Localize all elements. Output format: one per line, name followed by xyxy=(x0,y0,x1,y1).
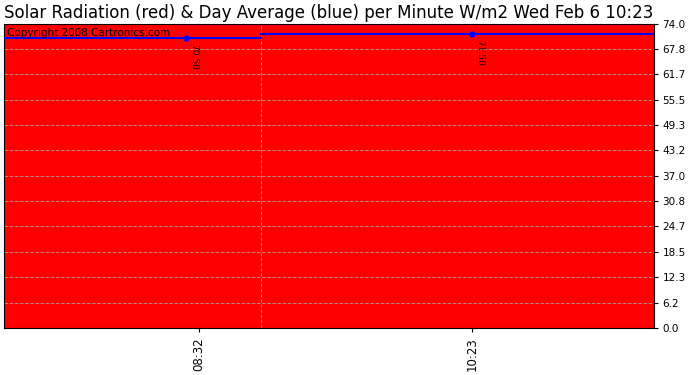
Text: 71.50: 71.50 xyxy=(475,40,484,66)
Title: Solar Radiation (red) & Day Average (blue) per Minute W/m2 Wed Feb 6 10:23: Solar Radiation (red) & Day Average (blu… xyxy=(4,4,653,22)
Text: 70.50: 70.50 xyxy=(189,44,198,70)
Text: Copyright 2008 Cartronics.com: Copyright 2008 Cartronics.com xyxy=(8,28,170,38)
